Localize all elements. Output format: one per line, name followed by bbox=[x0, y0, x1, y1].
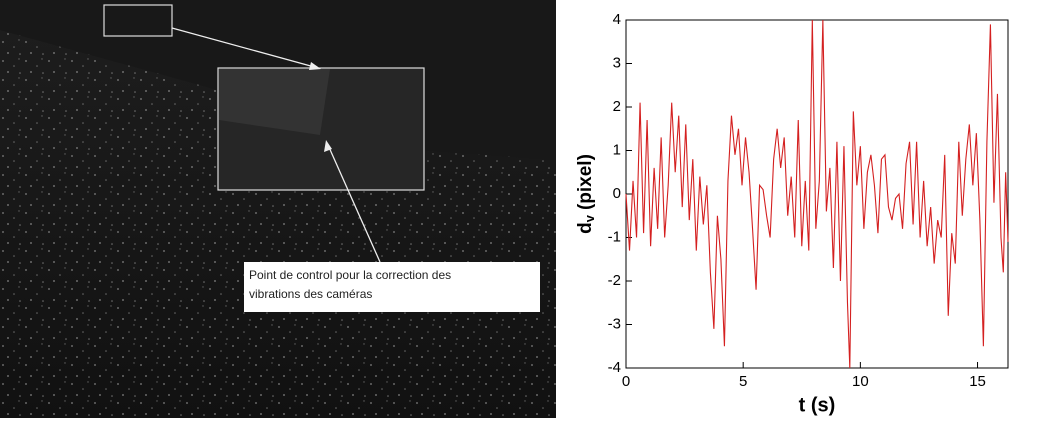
y-axis-label: dv (pixel) bbox=[575, 154, 597, 234]
y-tick-label: 4 bbox=[613, 11, 621, 28]
annotation-line: Point de control pour la correction des bbox=[249, 268, 451, 282]
y-tick-label: -2 bbox=[608, 272, 621, 289]
y-tick-label: 2 bbox=[613, 98, 621, 115]
x-tick-label: 5 bbox=[739, 373, 747, 390]
y-label-symbol: d bbox=[575, 222, 596, 234]
y-label-unit: (pixel) bbox=[575, 154, 596, 210]
y-tick-label: -4 bbox=[608, 359, 621, 376]
data-line bbox=[625, 19, 1009, 369]
annotation-line: vibrations des caméras bbox=[249, 287, 372, 301]
y-tick-label: -3 bbox=[608, 315, 621, 332]
y-label-subscript: v bbox=[582, 214, 597, 222]
x-tick-label: 0 bbox=[622, 373, 630, 390]
y-tick-label: 0 bbox=[613, 185, 621, 202]
annotation-box bbox=[244, 262, 540, 312]
x-tick-label: 10 bbox=[852, 373, 869, 390]
x-tick-label: 15 bbox=[969, 373, 986, 390]
y-tick-label: 3 bbox=[613, 54, 621, 71]
zoom-source-box bbox=[103, 4, 173, 37]
y-tick-label: -1 bbox=[608, 228, 621, 245]
x-axis-label: t (s) bbox=[799, 394, 836, 416]
y-tick-label: 1 bbox=[613, 141, 621, 158]
photo: Point de control pour la correction des … bbox=[0, 0, 556, 418]
